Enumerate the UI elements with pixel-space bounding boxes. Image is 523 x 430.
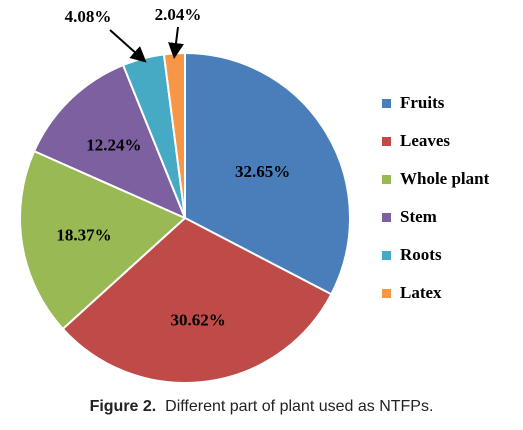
slice-label-stem: 12.24% <box>86 135 141 154</box>
legend-label-latex: Latex <box>400 283 442 302</box>
slice-stem <box>32 63 187 220</box>
legend-swatch-fruits <box>382 99 391 108</box>
caption-text: Different part of plant used as NTFPs. <box>165 398 434 415</box>
legend-swatch-leaves <box>382 137 391 146</box>
legend-swatch-roots <box>382 251 391 260</box>
callout-arrow-latex <box>168 26 184 59</box>
slice-label-roots: 4.08% <box>65 7 112 26</box>
slice-label-latex: 2.04% <box>155 5 202 24</box>
slice-label-leaves: 30.62% <box>170 310 225 329</box>
legend-label-leaves: Leaves <box>400 131 450 150</box>
callout-arrow-roots <box>109 29 147 63</box>
legend-label-whole-plant: Whole plant <box>400 169 490 188</box>
caption-number: Figure 2. <box>89 398 157 415</box>
slice-label-fruits: 32.65% <box>235 162 290 181</box>
slice-label-whole-plant: 18.37% <box>56 225 111 244</box>
legend-swatch-whole-plant <box>382 175 391 184</box>
legend-label-stem: Stem <box>400 207 437 226</box>
legend-label-fruits: Fruits <box>400 93 445 112</box>
legend-swatch-latex <box>382 289 391 298</box>
pie-chart: 32.65% 30.62% 18.37% 12.24% 4.08% 2.04% Fruit… <box>19 5 490 385</box>
legend-swatch-stem <box>382 213 391 222</box>
legend-label-roots: Roots <box>400 245 442 264</box>
slice-leaves <box>61 216 333 385</box>
figure-caption: Figure 2. Different part of plant used a… <box>0 398 523 416</box>
slice-whole-plant <box>19 149 187 331</box>
slice-fruits <box>184 51 351 296</box>
